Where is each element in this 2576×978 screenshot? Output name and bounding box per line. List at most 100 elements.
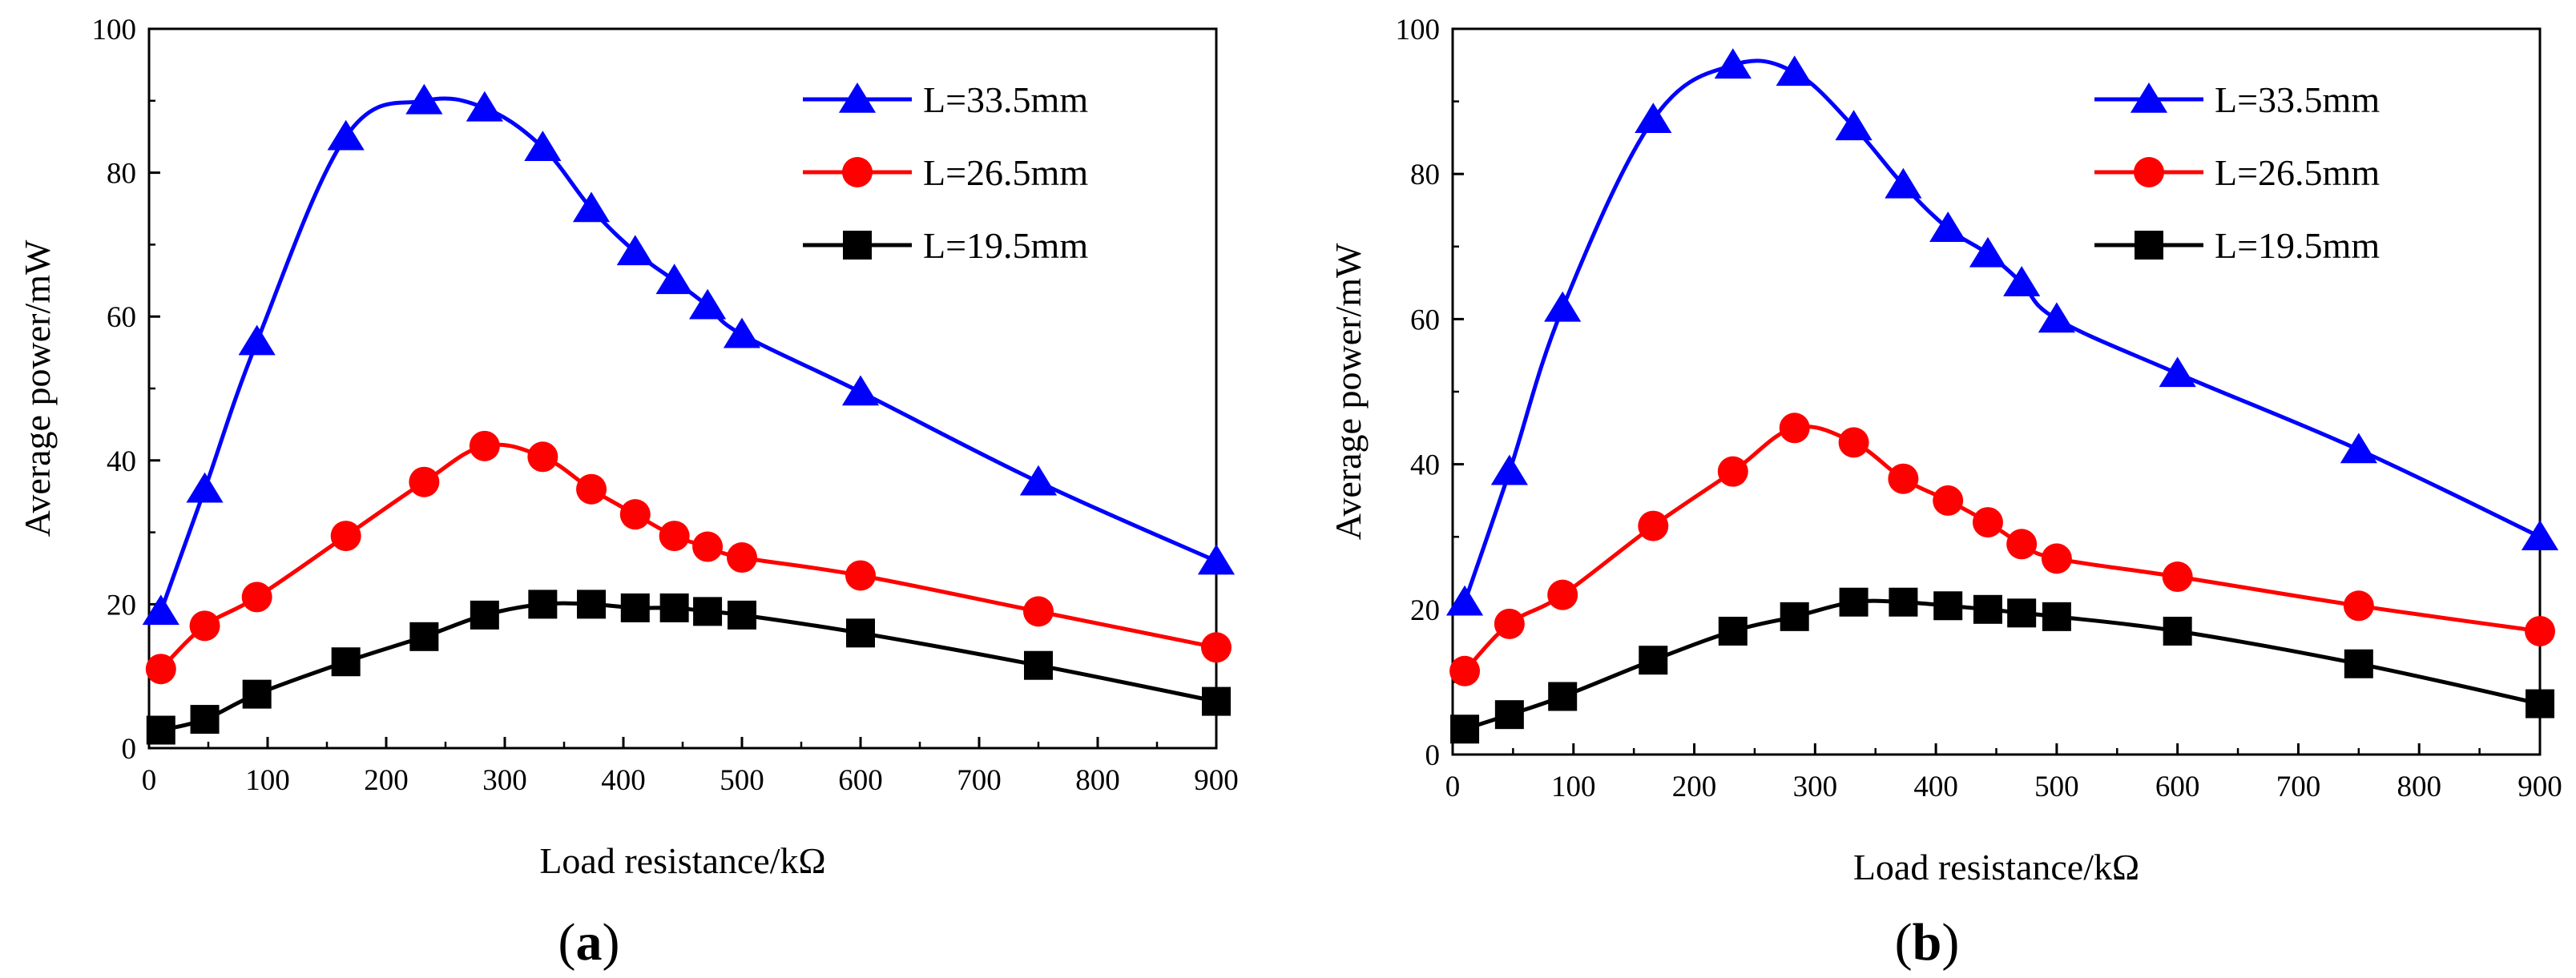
data-point bbox=[1019, 465, 1058, 496]
data-point bbox=[2344, 649, 2373, 678]
data-point bbox=[2340, 433, 2377, 464]
y-tick-label: 40 bbox=[1410, 449, 1440, 482]
data-point bbox=[1780, 602, 1809, 631]
legend-marker bbox=[2135, 231, 2163, 260]
data-point bbox=[2159, 356, 2196, 388]
y-tick-label: 0 bbox=[122, 733, 137, 766]
data-point bbox=[728, 600, 756, 630]
x-tick-label: 0 bbox=[142, 764, 157, 797]
data-point bbox=[2038, 302, 2075, 333]
data-point bbox=[1885, 167, 1922, 199]
y-tick-label: 80 bbox=[1410, 159, 1440, 191]
y-axis-title: Average power/mW bbox=[1328, 243, 1369, 540]
y-tick-label: 60 bbox=[107, 301, 136, 334]
data-point bbox=[1490, 454, 1528, 485]
data-point bbox=[1714, 48, 1752, 79]
legend-label: L=33.5mm bbox=[923, 79, 1088, 120]
y-tick-label: 20 bbox=[1410, 594, 1440, 627]
legend-label: L=26.5mm bbox=[2215, 152, 2380, 193]
data-point bbox=[1973, 594, 2002, 624]
x-tick-label: 600 bbox=[838, 764, 883, 797]
panel-label-b: (b) bbox=[1895, 913, 1960, 972]
data-point bbox=[576, 473, 607, 505]
legend-marker bbox=[2134, 157, 2164, 187]
data-point bbox=[1548, 682, 1578, 711]
data-point bbox=[238, 324, 276, 356]
data-point bbox=[527, 441, 558, 473]
x-tick-label: 200 bbox=[364, 764, 409, 797]
data-point bbox=[1547, 579, 1578, 610]
data-point bbox=[1197, 544, 1236, 575]
x-tick-label: 200 bbox=[1672, 771, 1717, 803]
chart-panel-a: 0 100 200 300 400 500 600 700 800 900 0 20 40 60 80 100… bbox=[17, 14, 1239, 881]
legend-marker bbox=[2130, 83, 2168, 113]
data-point bbox=[845, 560, 876, 591]
data-point bbox=[242, 679, 272, 709]
plot-frame bbox=[1451, 27, 2542, 756]
data-point bbox=[1638, 510, 1669, 541]
x-tick-label: 400 bbox=[601, 764, 646, 797]
data-point bbox=[331, 647, 361, 677]
data-point bbox=[2163, 616, 2192, 646]
x-tick-label: 0 bbox=[1445, 771, 1461, 803]
data-point bbox=[409, 466, 440, 497]
data-point bbox=[1933, 591, 1963, 621]
data-point bbox=[1933, 485, 1964, 516]
data-point bbox=[241, 582, 272, 613]
x-tick-label: 900 bbox=[2518, 771, 2562, 803]
data-point bbox=[189, 610, 220, 642]
y-tick-label: 40 bbox=[107, 445, 136, 478]
data-point bbox=[2007, 598, 2037, 628]
data-point bbox=[1838, 427, 1869, 458]
data-point bbox=[841, 375, 880, 406]
data-point bbox=[470, 600, 499, 630]
x-tick-label: 800 bbox=[1075, 764, 1120, 797]
data-point bbox=[616, 235, 654, 266]
data-point bbox=[327, 119, 365, 151]
data-point bbox=[2525, 615, 2555, 646]
data-point bbox=[2162, 561, 2193, 593]
y-tick-label: 0 bbox=[1425, 739, 1441, 772]
data-point bbox=[1776, 55, 1813, 87]
data-point bbox=[466, 91, 503, 122]
y-tick-label: 20 bbox=[107, 589, 136, 622]
data-point bbox=[146, 715, 175, 745]
data-point bbox=[1835, 110, 1873, 141]
data-point bbox=[190, 705, 220, 735]
y-tick-label: 60 bbox=[1410, 304, 1440, 336]
data-point bbox=[1639, 646, 1668, 675]
data-point bbox=[846, 618, 875, 648]
data-point bbox=[692, 531, 724, 562]
data-point bbox=[723, 317, 761, 348]
data-point bbox=[1023, 596, 1054, 627]
data-point bbox=[142, 594, 179, 626]
y-axis-title: Average power/mW bbox=[17, 239, 58, 537]
data-point bbox=[2343, 590, 2374, 622]
data-point bbox=[2003, 266, 2041, 296]
data-point bbox=[469, 430, 500, 461]
x-tick-label: 700 bbox=[957, 764, 1002, 797]
data-point bbox=[186, 472, 224, 503]
data-point bbox=[688, 288, 727, 320]
data-point bbox=[1839, 587, 1869, 617]
data-point bbox=[1024, 650, 1053, 680]
legend-marker bbox=[838, 83, 877, 113]
data-point bbox=[577, 590, 607, 619]
data-point bbox=[1449, 655, 1481, 686]
data-point bbox=[2526, 689, 2554, 718]
plot-frame bbox=[147, 27, 1218, 750]
data-point bbox=[1201, 632, 1232, 663]
x-tick-label: 400 bbox=[1913, 771, 1958, 803]
x-tick-label: 600 bbox=[2155, 771, 2200, 803]
data-point bbox=[2006, 529, 2038, 560]
series-line bbox=[1464, 598, 2541, 731]
y-tick-label: 80 bbox=[107, 158, 136, 191]
panel-label-a: (a) bbox=[558, 913, 620, 972]
data-point bbox=[655, 264, 693, 295]
data-point bbox=[1202, 686, 1231, 716]
y-tick-label: 100 bbox=[92, 14, 137, 46]
data-point bbox=[1717, 456, 1748, 487]
x-tick-label: 500 bbox=[2034, 771, 2079, 803]
series-line bbox=[160, 601, 1217, 732]
